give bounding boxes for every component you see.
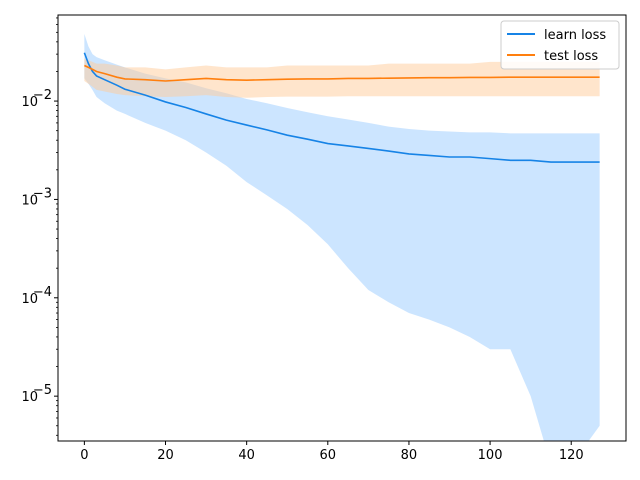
learn-loss-band: [84, 34, 600, 441]
y-axis: 10−510−410−310−2: [21, 17, 58, 436]
x-axis: 0 20 40 60 80 100 120: [80, 441, 584, 463]
y-tick-exponent: −4: [33, 285, 52, 300]
x-tick-label: 100: [478, 448, 503, 463]
x-tick-label: 20: [157, 448, 174, 463]
x-tick-label: 60: [320, 448, 337, 463]
x-tick-label: 40: [238, 448, 255, 463]
series-lines: [83, 52, 600, 163]
learn-loss-line: [83, 52, 600, 163]
legend-label: learn loss: [544, 28, 606, 43]
x-tick-label: 80: [401, 448, 418, 463]
x-tick-label: 0: [80, 448, 88, 463]
y-tick-exponent: −5: [33, 383, 52, 398]
plot-frame: [57, 14, 627, 442]
y-tick-label: 10: [21, 95, 38, 110]
test-loss-line: [84, 64, 600, 82]
legend-label: test loss: [544, 49, 598, 64]
y-tick-label: 10: [21, 390, 38, 405]
x-tick-label: 120: [559, 448, 584, 463]
legend: learn loss test loss: [500, 20, 620, 70]
y-tick-label: 10: [21, 292, 38, 307]
y-tick-exponent: −2: [33, 88, 52, 103]
y-tick-exponent: −3: [33, 186, 52, 201]
y-tick-label: 10: [21, 193, 38, 208]
